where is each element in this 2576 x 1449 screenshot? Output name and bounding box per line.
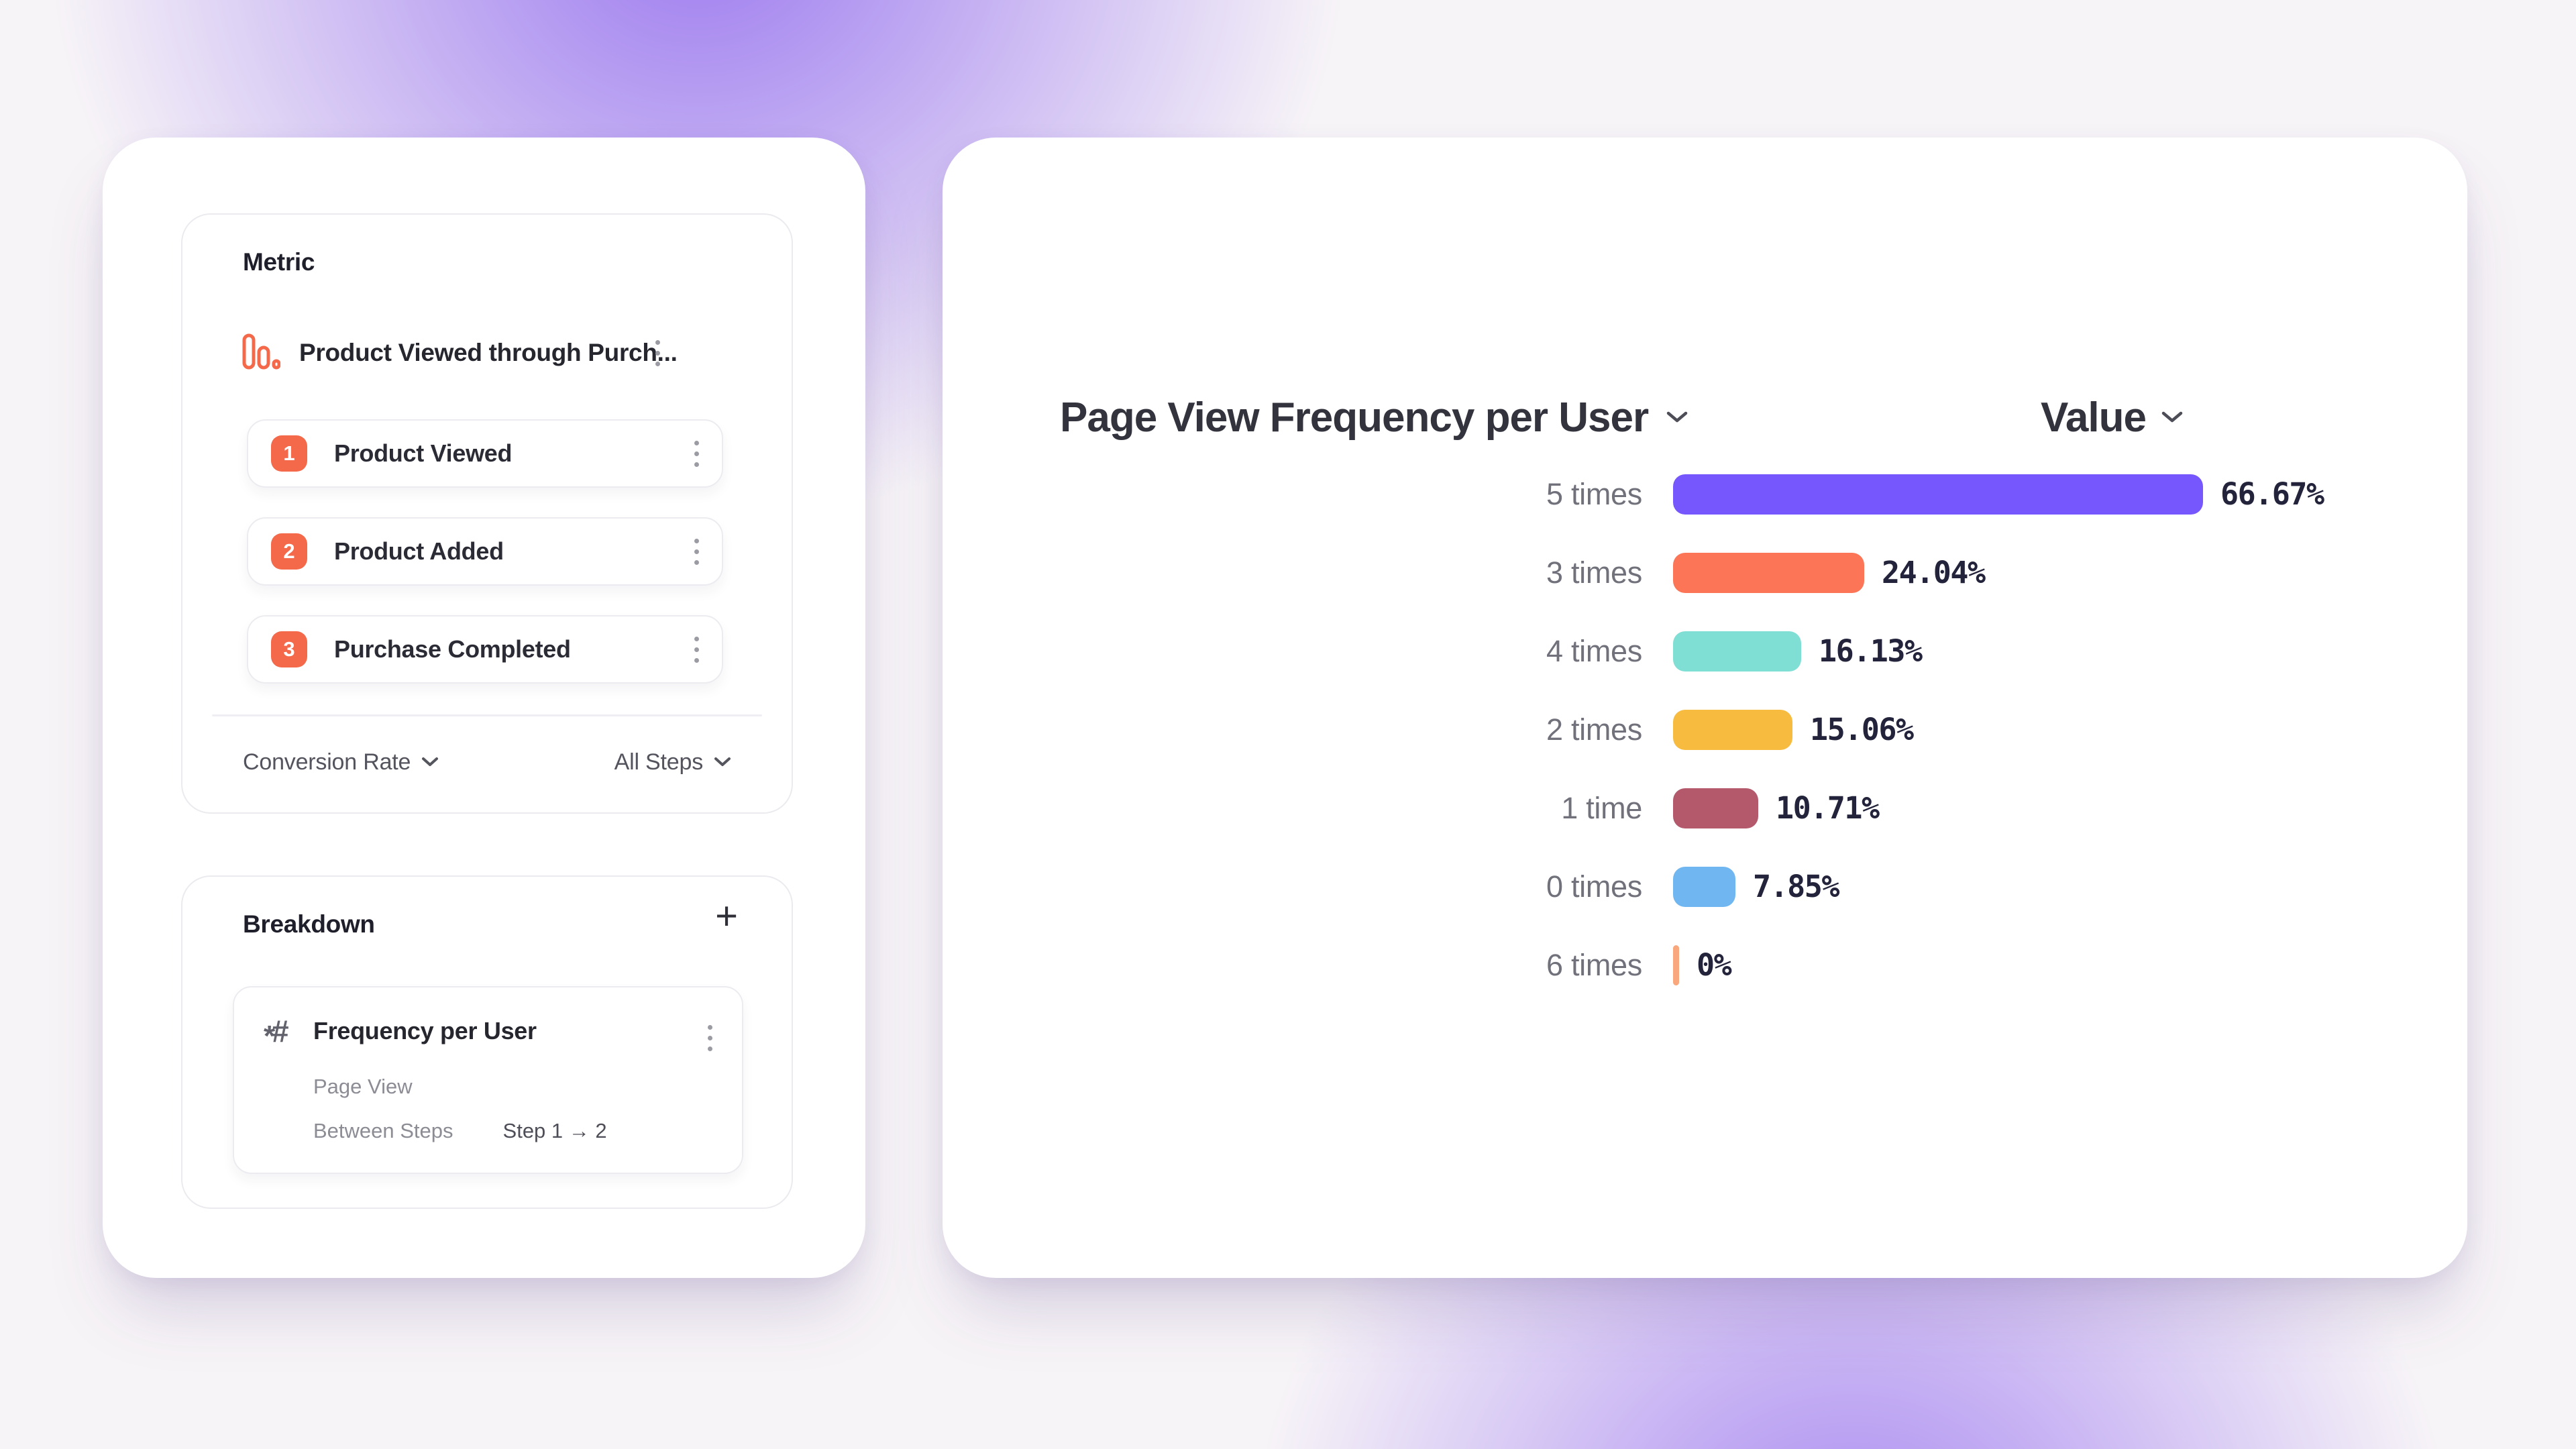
chart-row: 4 times 16.13% (943, 612, 2467, 690)
breakdown-card: Breakdown + # * Frequency per User Page V… (181, 875, 793, 1209)
step-label: Product Added (334, 537, 504, 565)
chart-category-label: 0 times (1546, 869, 1642, 904)
value-column-label: Value (2041, 394, 2147, 441)
between-steps-value[interactable]: Step 1 → 2 (502, 1119, 607, 1142)
chart-category-label: 3 times (1546, 555, 1642, 590)
kebab-menu-icon[interactable] (689, 631, 704, 668)
chevron-down-icon (714, 757, 731, 766)
chart-rows: 5 times 66.67% 3 times 24.04% 4 times 16.13% 2… (943, 455, 2467, 1004)
step-label: Product Viewed (334, 439, 513, 467)
chart-category-label: 1 time (1561, 790, 1642, 825)
kebab-menu-icon[interactable] (689, 435, 704, 472)
breakdown-item-event: Page View (313, 1075, 413, 1098)
kebab-menu-icon[interactable] (702, 1020, 718, 1057)
funnel-step-1[interactable]: 1 Product Viewed (247, 419, 723, 488)
chart-panel: Page View Frequency per User Value 5 tim… (943, 138, 2467, 1278)
chevron-down-icon (422, 757, 439, 766)
chart-value-label: 16.13% (1819, 633, 1923, 669)
query-builder-panel: Metric Product Viewed through Purch... 1… (103, 138, 865, 1278)
chart-row: 3 times 24.04% (943, 533, 2467, 612)
chart-bar[interactable] (1673, 474, 2203, 515)
chart-row: 6 times 0% (943, 926, 2467, 1004)
divider (212, 714, 762, 716)
chart-row: 5 times 66.67% (943, 455, 2467, 533)
chevron-down-icon (2161, 411, 2183, 423)
step-label: Purchase Completed (334, 635, 571, 663)
kebab-menu-icon[interactable] (650, 335, 665, 372)
step-number-badge: 3 (271, 631, 307, 667)
chart-header: Page View Frequency per User Value (1060, 387, 2387, 447)
kebab-menu-icon[interactable] (689, 533, 704, 570)
breakdown-item-title: Frequency per User (313, 1017, 537, 1044)
all-steps-label: All Steps (614, 749, 704, 775)
chart-row: 2 times 15.06% (943, 690, 2467, 769)
between-steps-label: Between Steps (313, 1119, 453, 1142)
funnel-metric-icon (241, 333, 281, 373)
metric-card: Metric Product Viewed through Purch... 1… (181, 213, 793, 814)
chart-category-label: 5 times (1546, 476, 1642, 511)
metric-card-title: Metric (243, 248, 315, 276)
add-breakdown-button[interactable]: + (715, 894, 738, 938)
chart-category-label: 2 times (1546, 712, 1642, 747)
funnel-metric-row[interactable]: Product Viewed through Purch... (241, 329, 733, 377)
chart-bar[interactable] (1673, 945, 1679, 985)
chart-bar[interactable] (1673, 788, 1758, 828)
funnel-step-3[interactable]: 3 Purchase Completed (247, 615, 723, 684)
chart-row: 1 time 10.71% (943, 769, 2467, 847)
chart-value-label: 0% (1697, 947, 1732, 983)
breakdown-between-steps-row: Between Steps Step 1 → 2 (313, 1119, 607, 1143)
chart-row: 0 times 7.85% (943, 847, 2467, 926)
step-number-badge: 2 (271, 533, 307, 570)
chart-bar[interactable] (1673, 866, 1735, 907)
value-column-dropdown[interactable]: Value (2041, 394, 2184, 441)
breakdown-item[interactable]: # * Frequency per User Page View Between … (233, 986, 743, 1174)
chevron-down-icon (1666, 411, 1688, 423)
chart-value-label: 66.67% (2220, 476, 2324, 512)
chart-category-label: 4 times (1546, 633, 1642, 668)
conversion-rate-label: Conversion Rate (243, 749, 411, 775)
metric-footer: Conversion Rate All Steps (243, 743, 731, 781)
chart-title: Page View Frequency per User (1060, 394, 1649, 441)
conversion-rate-dropdown[interactable]: Conversion Rate (243, 749, 439, 775)
chart-category-label: 6 times (1546, 947, 1642, 982)
chart-value-label: 15.06% (1810, 712, 1914, 747)
chart-bar[interactable] (1673, 709, 1792, 750)
hash-property-icon: # * (264, 1014, 289, 1053)
chart-value-label: 24.04% (1882, 555, 1986, 590)
chart-value-label: 7.85% (1753, 869, 1839, 904)
chart-value-label: 10.71% (1776, 790, 1880, 826)
chart-bar[interactable] (1673, 552, 1864, 593)
chart-title-dropdown[interactable]: Page View Frequency per User (1060, 394, 1688, 441)
chart-bar[interactable] (1673, 631, 1801, 672)
funnel-step-2[interactable]: 2 Product Added (247, 517, 723, 586)
breakdown-card-title: Breakdown (243, 910, 375, 938)
funnel-metric-name: Product Viewed through Purch... (299, 339, 678, 366)
step-number-badge: 1 (271, 435, 307, 472)
all-steps-dropdown[interactable]: All Steps (614, 749, 731, 775)
